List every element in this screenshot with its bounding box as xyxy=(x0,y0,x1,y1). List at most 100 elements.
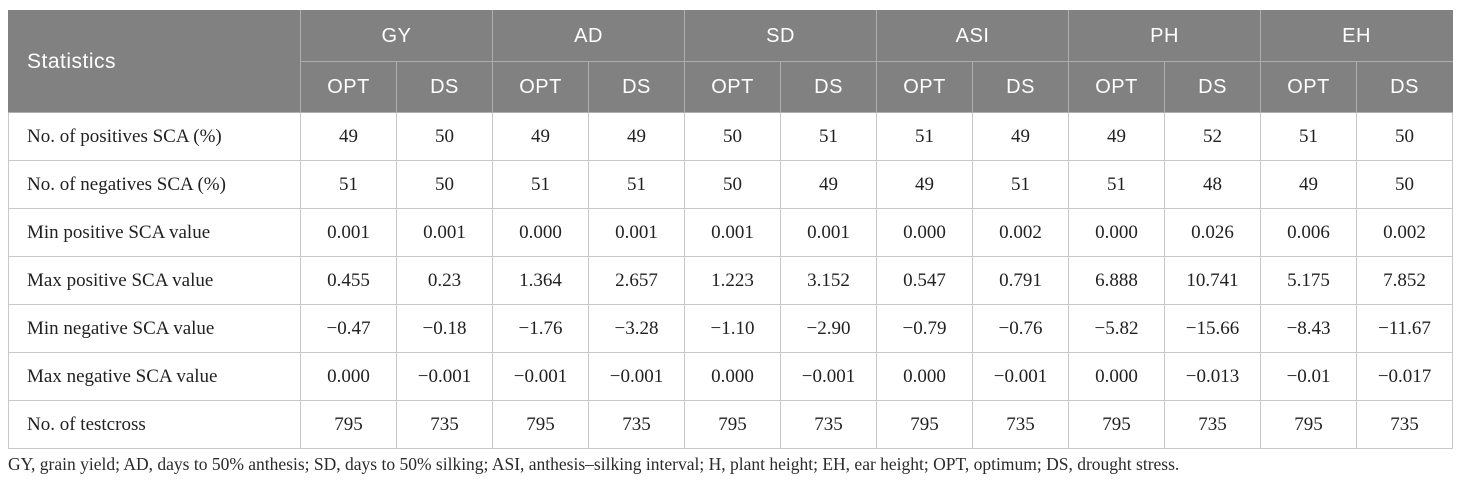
value-cell: −0.013 xyxy=(1164,352,1262,401)
value-cell: 10.741 xyxy=(1164,256,1262,305)
value-cell: −0.001 xyxy=(492,352,589,401)
row-label: Max negative SCA value xyxy=(8,352,301,401)
table-row: No. of negatives SCA (%) 51 50 51 51 50 49 49 51… xyxy=(8,160,1454,209)
subheader-eh-opt: OPT xyxy=(1260,61,1358,113)
value-cell: 0.026 xyxy=(1164,208,1262,257)
value-cell: 6.888 xyxy=(1068,256,1166,305)
value-cell: 49 xyxy=(1260,160,1358,209)
subheader-ph-opt: OPT xyxy=(1068,61,1166,113)
value-cell: 735 xyxy=(396,400,493,449)
value-cell: 50 xyxy=(396,160,493,209)
value-cell: 2.657 xyxy=(587,256,686,305)
value-cell: 735 xyxy=(1164,400,1262,449)
value-cell: 735 xyxy=(972,400,1070,449)
condition-header-row: OPT DS OPT DS OPT DS OPT DS OPT DS OPT D… xyxy=(9,61,1454,113)
table-row: No. of positives SCA (%) 49 50 49 49 50 51 51 49… xyxy=(8,112,1454,161)
value-cell: −0.017 xyxy=(1356,352,1454,401)
value-cell: 795 xyxy=(1068,400,1166,449)
value-cell: 0.23 xyxy=(396,256,493,305)
row-label: No. of positives SCA (%) xyxy=(8,112,301,161)
value-cell: 49 xyxy=(972,112,1070,161)
row-label: No. of negatives SCA (%) xyxy=(8,160,301,209)
trait-header-sd: SD xyxy=(684,10,878,62)
value-cell: 795 xyxy=(300,400,397,449)
value-cell: −0.001 xyxy=(780,352,878,401)
value-cell: 0.001 xyxy=(300,208,397,257)
subheader-sd-opt: OPT xyxy=(684,61,782,113)
value-cell: 795 xyxy=(1260,400,1358,449)
value-cell: 795 xyxy=(684,400,782,449)
value-cell: 48 xyxy=(1164,160,1262,209)
subheader-gy-ds: DS xyxy=(396,61,493,113)
value-cell: 50 xyxy=(1356,160,1454,209)
value-cell: −0.47 xyxy=(300,304,397,353)
value-cell: 51 xyxy=(587,160,686,209)
subheader-sd-ds: DS xyxy=(780,61,878,113)
value-cell: 795 xyxy=(876,400,974,449)
value-cell: 0.000 xyxy=(492,208,589,257)
value-cell: 51 xyxy=(1068,160,1166,209)
row-label: Min negative SCA value xyxy=(8,304,301,353)
value-cell: 50 xyxy=(396,112,493,161)
value-cell: 51 xyxy=(972,160,1070,209)
value-cell: 0.002 xyxy=(972,208,1070,257)
value-cell: 0.002 xyxy=(1356,208,1454,257)
value-cell: 3.152 xyxy=(780,256,878,305)
value-cell: −0.001 xyxy=(587,352,686,401)
value-cell: 0.791 xyxy=(972,256,1070,305)
value-cell: 49 xyxy=(300,112,397,161)
value-cell: 0.000 xyxy=(876,208,974,257)
value-cell: −2.90 xyxy=(780,304,878,353)
statistics-corner-header: Statistics xyxy=(8,10,301,113)
value-cell: 0.455 xyxy=(300,256,397,305)
value-cell: 1.223 xyxy=(684,256,782,305)
value-cell: 0.001 xyxy=(684,208,782,257)
trait-header-ad: AD xyxy=(491,10,686,62)
subheader-asi-ds: DS xyxy=(972,61,1070,113)
table-header: Statistics GY AD SD ASI PH EH OPT DS OPT… xyxy=(8,10,1454,113)
value-cell: 0.000 xyxy=(1068,208,1166,257)
subheader-ad-ds: DS xyxy=(587,61,686,113)
value-cell: 49 xyxy=(780,160,878,209)
value-cell: −1.10 xyxy=(684,304,782,353)
subheader-eh-ds: DS xyxy=(1356,61,1454,113)
value-cell: 49 xyxy=(1068,112,1166,161)
value-cell: −3.28 xyxy=(587,304,686,353)
table-row: No. of testcross 795 735 795 735 795 735 795 735… xyxy=(8,400,1454,449)
value-cell: −0.76 xyxy=(972,304,1070,353)
value-cell: −0.01 xyxy=(1260,352,1358,401)
value-cell: −15.66 xyxy=(1164,304,1262,353)
value-cell: 52 xyxy=(1164,112,1262,161)
trait-header-ph: PH xyxy=(1068,10,1262,62)
value-cell: 5.175 xyxy=(1260,256,1358,305)
value-cell: 0.000 xyxy=(300,352,397,401)
value-cell: −8.43 xyxy=(1260,304,1358,353)
value-cell: 50 xyxy=(684,160,782,209)
table-row: Min positive SCA value 0.001 0.001 0.000 0.0… xyxy=(8,208,1454,257)
value-cell: 1.364 xyxy=(492,256,589,305)
table-row: Min negative SCA value −0.47 −0.18 −1.76 −3.… xyxy=(8,304,1454,353)
value-cell: 51 xyxy=(876,112,974,161)
trait-header-asi: ASI xyxy=(876,10,1070,62)
value-cell: 0.000 xyxy=(876,352,974,401)
trait-group-header-row: Statistics GY AD SD ASI PH EH xyxy=(8,10,1454,113)
value-cell: 735 xyxy=(1356,400,1454,449)
value-cell: 795 xyxy=(492,400,589,449)
value-cell: 49 xyxy=(492,112,589,161)
table-row: Max positive SCA value 0.455 0.23 1.364 2.65… xyxy=(8,256,1454,305)
value-cell: −1.76 xyxy=(492,304,589,353)
value-cell: 0.001 xyxy=(780,208,878,257)
subheader-gy-opt: OPT xyxy=(300,61,397,113)
value-cell: 49 xyxy=(587,112,686,161)
value-cell: 51 xyxy=(1260,112,1358,161)
value-cell: −11.67 xyxy=(1356,304,1454,353)
trait-header-gy: GY xyxy=(300,10,493,62)
value-cell: −0.001 xyxy=(396,352,493,401)
value-cell: 0.547 xyxy=(876,256,974,305)
value-cell: −0.79 xyxy=(876,304,974,353)
subheader-ad-opt: OPT xyxy=(492,61,589,113)
value-cell: 51 xyxy=(492,160,589,209)
value-cell: 0.000 xyxy=(1068,352,1166,401)
value-cell: −5.82 xyxy=(1068,304,1166,353)
value-cell: −0.18 xyxy=(396,304,493,353)
